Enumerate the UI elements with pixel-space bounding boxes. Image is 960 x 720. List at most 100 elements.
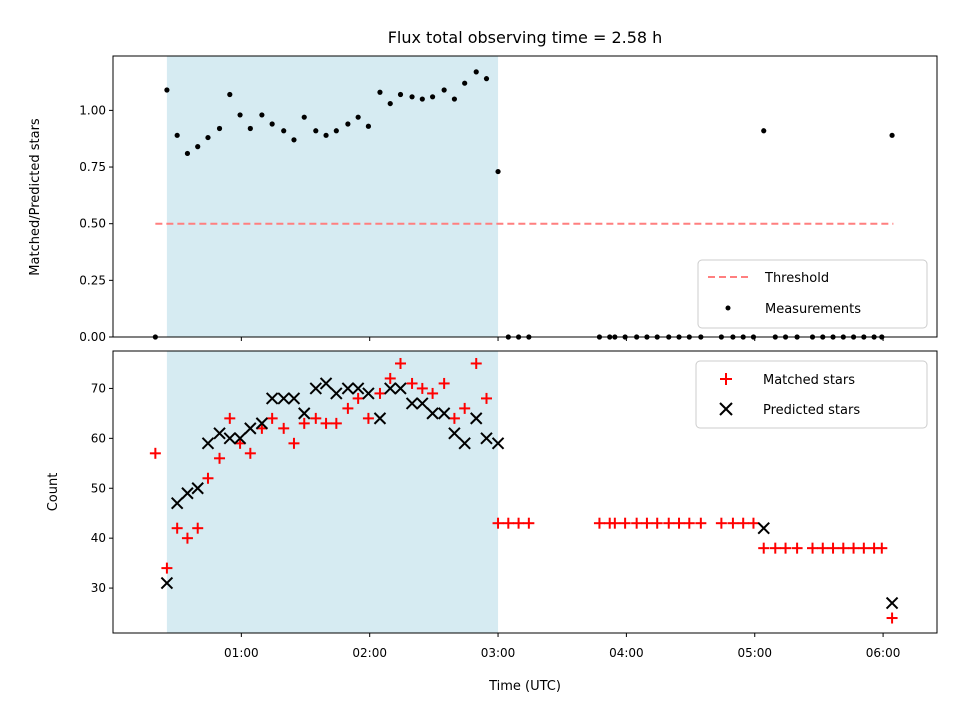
matched-star-point <box>395 357 407 369</box>
measurement-point <box>281 128 287 134</box>
matched-star-point <box>695 517 707 529</box>
matched-star-point <box>641 517 653 529</box>
measurement-point <box>387 100 393 107</box>
predicted-star-point <box>437 407 451 420</box>
legend-threshold-label: Threshold <box>764 271 829 286</box>
measurement-point <box>483 76 490 82</box>
measurement-point <box>761 128 767 134</box>
predicted-star-point <box>223 432 237 445</box>
matched-star-point <box>523 517 535 529</box>
matched-star-point <box>663 517 675 529</box>
predicted-star-point <box>244 422 257 435</box>
matched-star-point <box>715 517 727 529</box>
predicted-star-point <box>480 432 493 445</box>
predicted-star-point <box>470 412 483 425</box>
predicted-star-point <box>362 387 375 400</box>
matched-star-point <box>330 417 342 429</box>
bottom-legend: Matched stars Predicted stars <box>695 360 928 429</box>
matched-star-point <box>298 417 310 429</box>
x-tick-label: 04:00 <box>609 646 644 660</box>
measurement-point <box>355 114 361 120</box>
top-panel: 0.00 0.25 0.50 0.75 1.00 Flux total observin… <box>28 28 938 344</box>
bottom-highlight-span <box>166 351 499 633</box>
y-tick-label: 0.00 <box>79 330 106 344</box>
top-highlight-span <box>166 56 499 337</box>
predicted-star-point <box>319 377 333 390</box>
x-tick-label: 03:00 <box>481 646 516 660</box>
top-x-ticks <box>240 337 884 341</box>
matched-star-point <box>384 372 396 384</box>
matched-star-point <box>502 517 514 529</box>
measurement-point <box>409 94 415 100</box>
top-legend: Threshold Measurements <box>697 259 928 329</box>
predicted-star-point <box>255 417 269 430</box>
matched-star-point <box>769 542 781 554</box>
predicted-star-point <box>458 437 471 450</box>
measurement-point <box>377 89 383 95</box>
matched-star-point <box>214 452 226 464</box>
matched-star-point <box>181 532 193 544</box>
matched-star-point <box>244 447 256 459</box>
measurement-point <box>164 87 170 93</box>
matched-star-point <box>470 357 482 369</box>
measurement-point <box>323 132 329 138</box>
bottom-plot-frame <box>112 350 938 634</box>
legend-predicted-label: Predicted stars <box>763 403 860 418</box>
predicted-star-point <box>330 387 343 400</box>
measurement-point <box>441 87 447 93</box>
matched-star-point <box>427 387 439 399</box>
x-axis-label: Time (UTC) <box>488 679 561 694</box>
legend-predicted-swatch <box>719 402 733 416</box>
matched-star-point <box>492 517 504 529</box>
matched-star-point <box>593 517 605 529</box>
measurement-point <box>259 112 265 118</box>
measurement-point <box>184 150 191 157</box>
measurement-point <box>345 121 351 127</box>
top-y-ticks: 0.00 0.25 0.50 0.75 1.00 <box>79 103 113 344</box>
matched-star-point <box>288 437 300 449</box>
matched-star-point <box>310 412 322 424</box>
y-tick-label: 40 <box>91 531 106 545</box>
matched-star-point <box>848 542 860 554</box>
predicted-star-point <box>170 497 184 510</box>
measurement-points <box>152 69 895 340</box>
measurement-point <box>365 123 372 129</box>
measurement-point <box>247 125 253 132</box>
bottom-y-ticks: 30 40 50 60 70 <box>91 381 113 595</box>
predicted-star-point <box>757 521 770 535</box>
matched-star-point <box>837 542 849 554</box>
measurement-point <box>451 96 458 102</box>
x-tick-label: 06:00 <box>866 646 901 660</box>
predicted-star-point <box>277 392 290 405</box>
bottom-y-axis-label: Count <box>46 473 61 512</box>
matched-star-point <box>149 447 161 459</box>
measurement-point <box>333 128 339 134</box>
measurement-point <box>174 132 180 138</box>
measurement-point <box>195 144 201 150</box>
y-tick-label: 0.25 <box>79 273 106 287</box>
matched-star-point <box>448 412 460 424</box>
measurement-point <box>889 132 895 138</box>
predicted-star-point <box>384 382 397 395</box>
predicted-star-point <box>213 427 226 440</box>
measurement-point <box>237 112 243 118</box>
matched-star-point <box>224 412 236 424</box>
top-plot-frame <box>112 55 938 338</box>
matched-star-point <box>886 612 898 624</box>
predicted-star-point <box>491 437 505 450</box>
measurement-point <box>473 69 479 75</box>
matched-star-point <box>374 387 386 399</box>
matched-star-point <box>827 542 839 554</box>
predicted-star-point <box>201 437 215 450</box>
matched-star-point <box>278 422 290 434</box>
predicted-star-point <box>181 487 194 500</box>
legend-matched-label: Matched stars <box>763 373 855 388</box>
y-tick-label: 60 <box>91 431 106 445</box>
measurement-point <box>291 137 297 143</box>
measurement-point <box>301 114 307 120</box>
matched-star-point <box>758 542 770 554</box>
matched-star-point <box>192 522 204 534</box>
y-tick-label: 1.00 <box>79 103 106 117</box>
matched-star-point <box>171 522 183 534</box>
